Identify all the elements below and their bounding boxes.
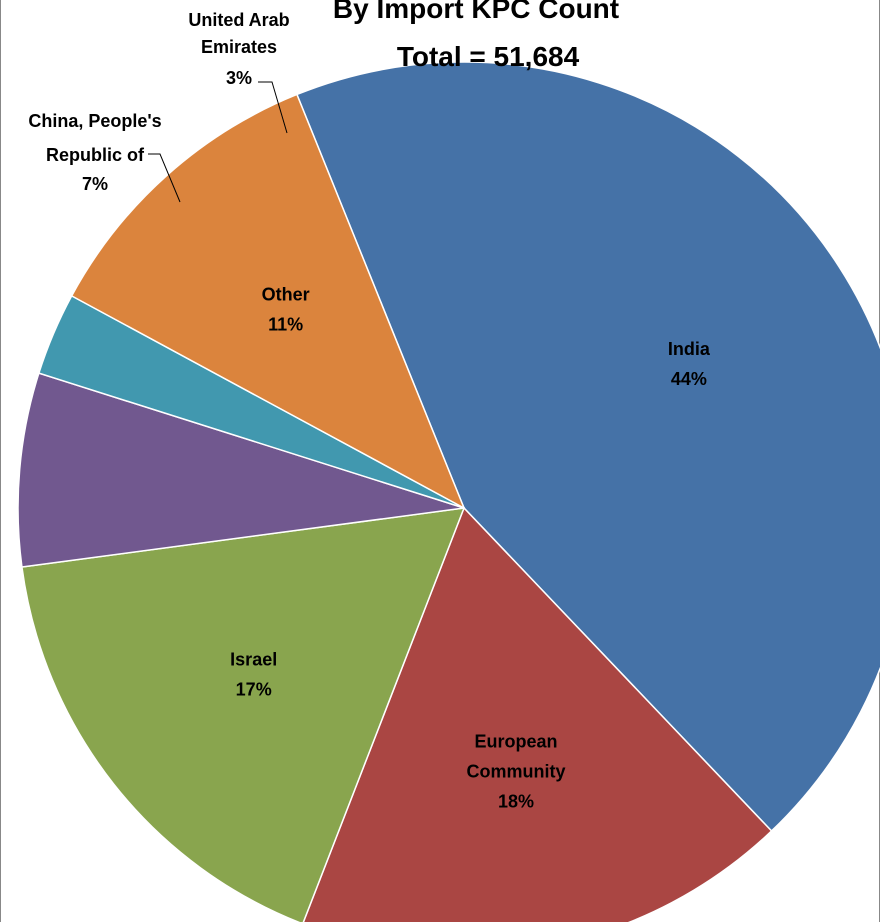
data-label-percent-china-people-s-republic-of: 7% bbox=[82, 174, 108, 194]
pie-slices bbox=[17, 61, 880, 922]
data-label-percent-india: 44% bbox=[671, 369, 707, 389]
data-label-china-people-s-republic-of: China, People's bbox=[28, 111, 161, 131]
pie-slice-china-people-s-republic-of bbox=[17, 372, 465, 568]
chart-subtitle: Total = 51,684 bbox=[397, 41, 580, 72]
chart-title: By Import KPC Count bbox=[333, 0, 619, 24]
data-label-percent-other: 11% bbox=[268, 315, 303, 335]
data-label-united-arab-emirates: Emirates bbox=[201, 37, 277, 57]
data-label-percent-united-arab-emirates: 3% bbox=[226, 68, 252, 88]
data-label-other: Other bbox=[262, 285, 310, 305]
data-label-percent-israel: 17% bbox=[236, 680, 272, 700]
data-label-india: India bbox=[668, 339, 711, 359]
pie-slice-india bbox=[295, 61, 880, 833]
pie-slice-other bbox=[70, 93, 466, 510]
leader-line-china-people-s-republic-of bbox=[148, 153, 181, 203]
data-label-european-community: Community bbox=[467, 762, 566, 782]
slice-labels: India 44% European Community 18% Israel 17% Chi… bbox=[28, 10, 711, 812]
data-label-united-arab-emirates: United Arab bbox=[188, 10, 289, 30]
data-label-china-people-s-republic-of: Republic of bbox=[46, 145, 145, 165]
data-label-percent-european-community: 18% bbox=[498, 792, 534, 812]
pie-slice-israel bbox=[21, 507, 466, 922]
data-label-israel: Israel bbox=[230, 650, 277, 670]
leader-line-united-arab-emirates bbox=[258, 81, 288, 134]
pie-slice-european-community bbox=[302, 506, 773, 922]
data-label-european-community: European bbox=[474, 732, 557, 752]
